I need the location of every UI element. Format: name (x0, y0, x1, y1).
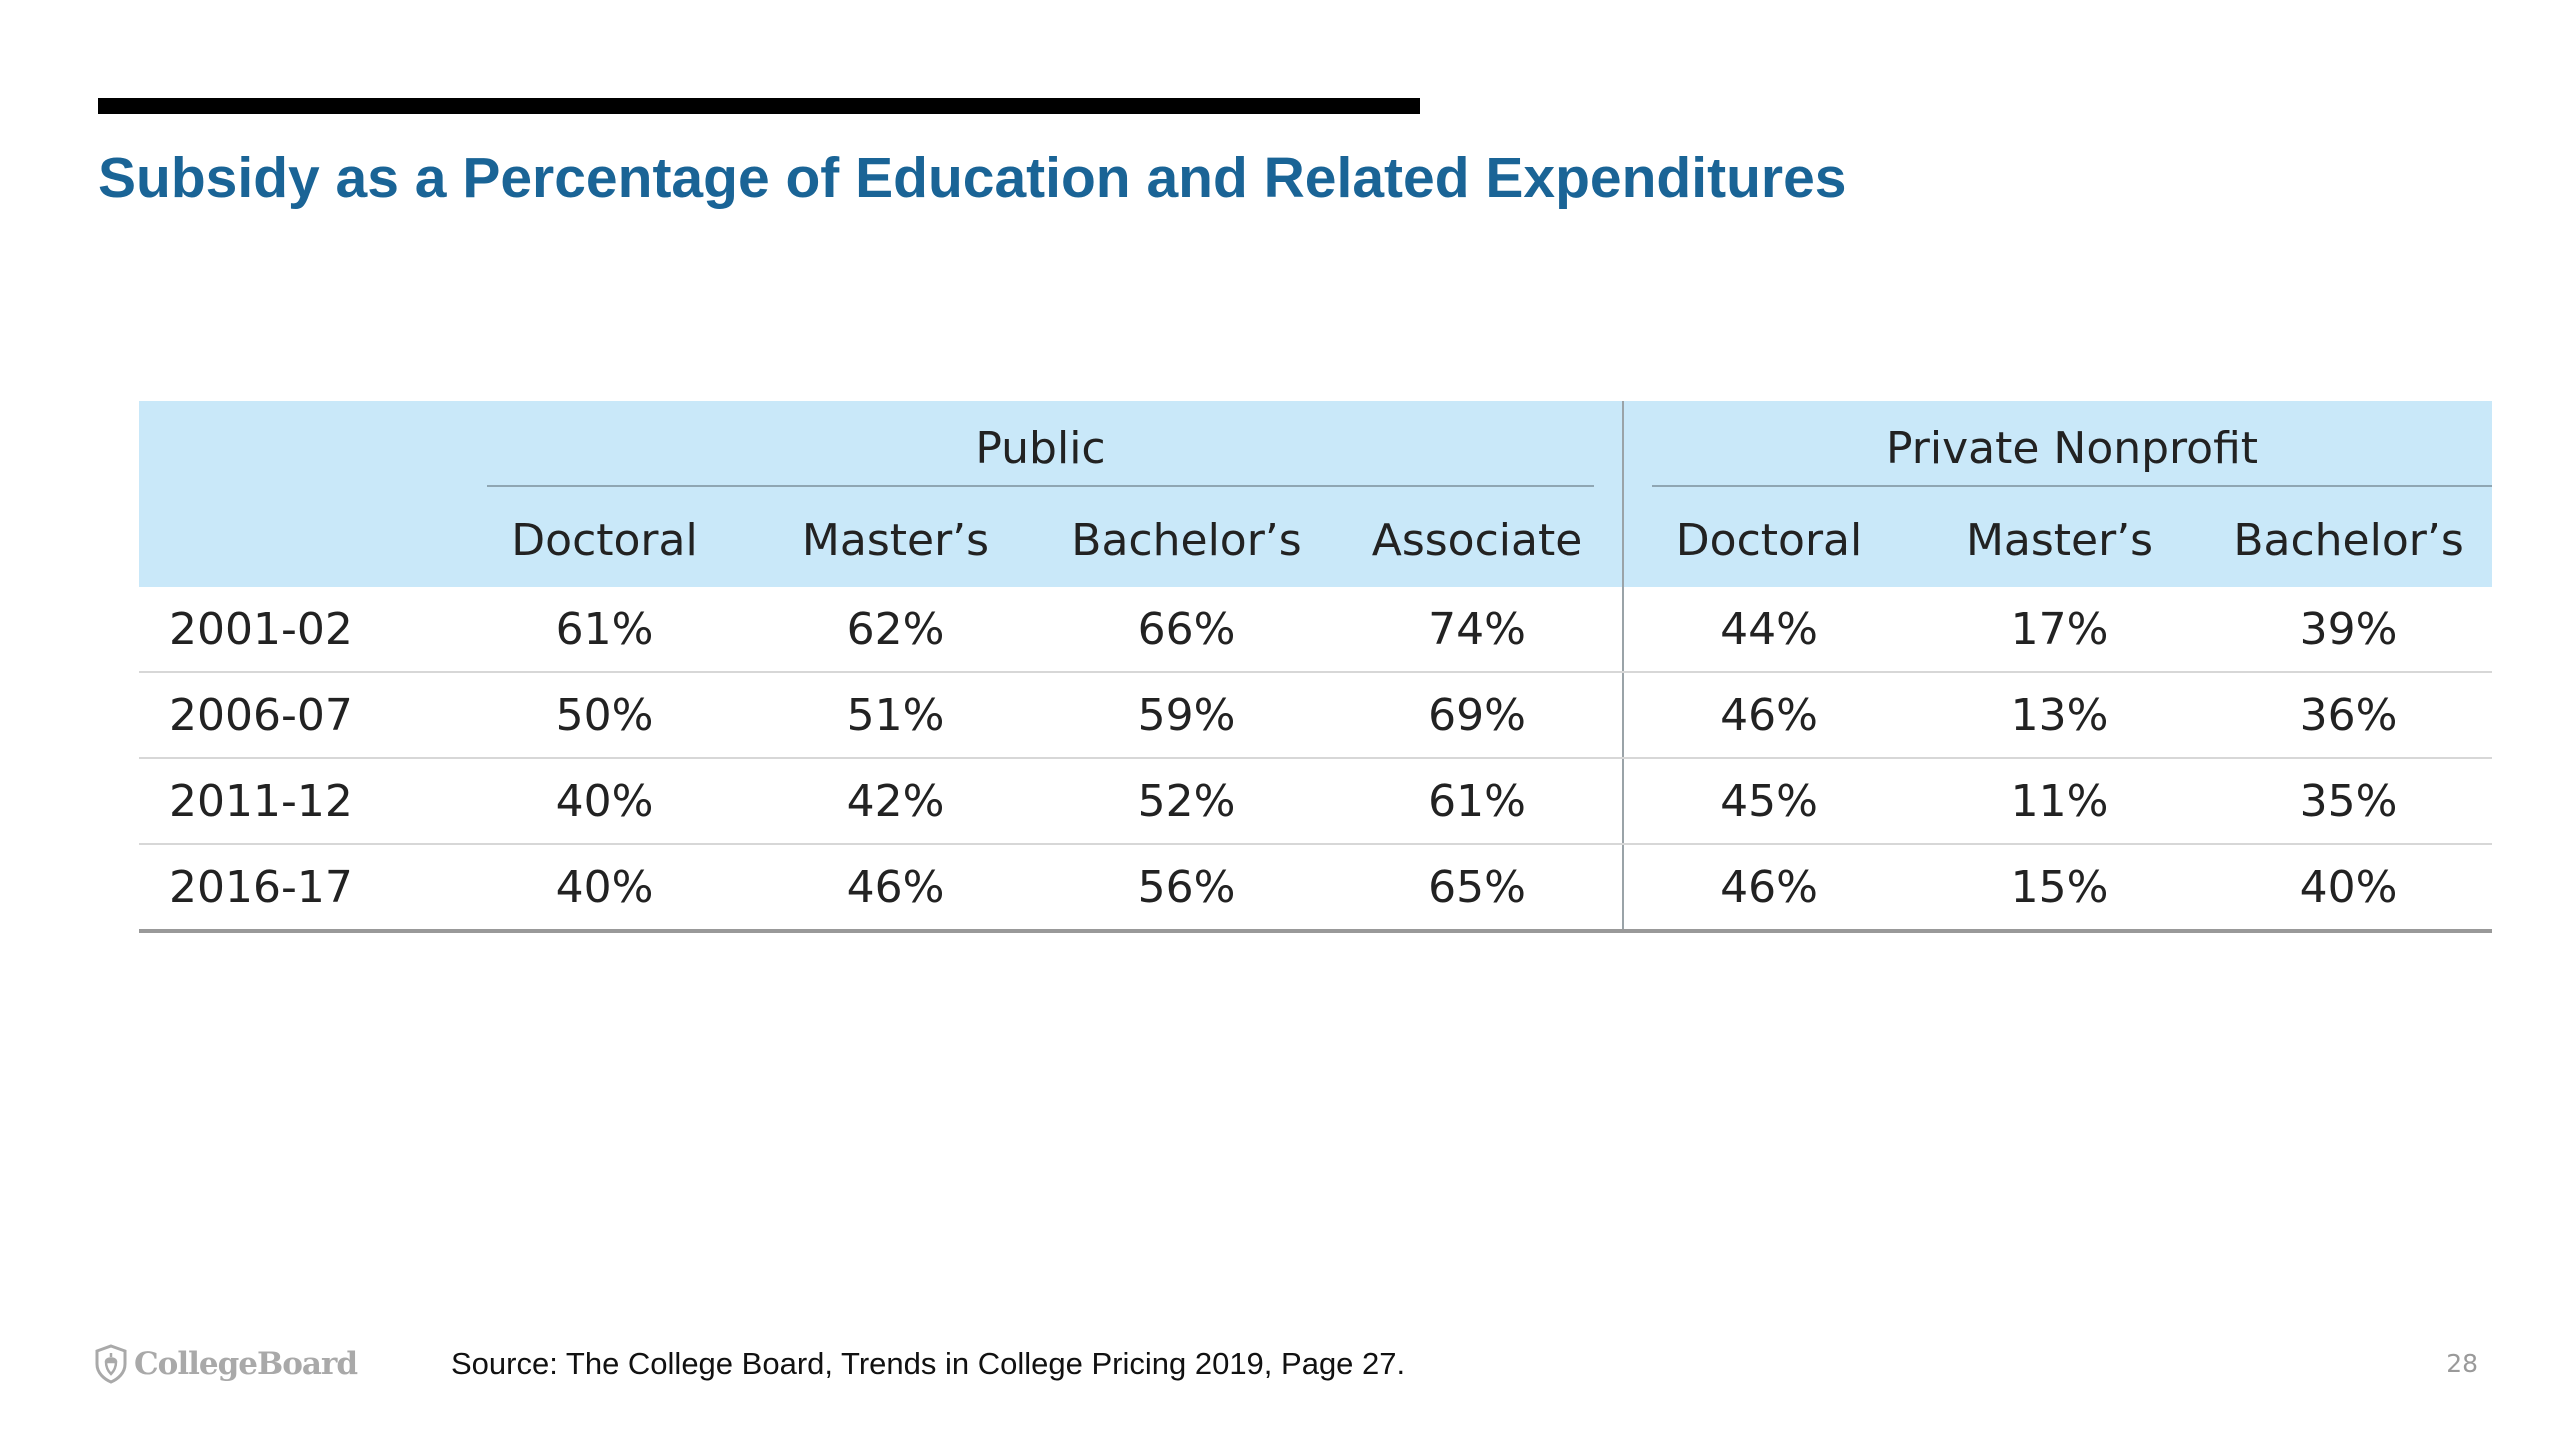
column-header-private-masters: Master’s (1914, 494, 2206, 587)
column-header-private-bachelors: Bachelor’s (2205, 494, 2493, 587)
cell-private-doctoral: 44% (1622, 587, 1915, 673)
group-label-private-nonprofit: Private Nonprofit (1652, 409, 2493, 487)
cell-private-doctoral: 45% (1622, 758, 1915, 845)
source-note: Source: The College Board, Trends in Col… (451, 1346, 1406, 1381)
table-row: 2001-02 61% 62% 66% 74% 44% 17% 39% (139, 587, 2493, 673)
table-header: Public Private Nonprofit Doctoral Master… (139, 401, 2493, 587)
cell-public-associate: 61% (1332, 758, 1624, 845)
cell-public-bachelors: 59% (1041, 672, 1332, 759)
cell-private-bachelors: 35% (2205, 758, 2493, 845)
cell-private-masters: 17% (1914, 587, 2206, 673)
row-year: 2001-02 (139, 587, 459, 673)
table-row: 2016-17 40% 46% 56% 65% 46% 15% 40% (139, 844, 2493, 933)
collegeboard-logo: CollegeBoard (94, 1342, 358, 1386)
subsidy-table-container: Public Private Nonprofit Doctoral Master… (139, 401, 2493, 933)
slide-title: Subsidy as a Percentage of Education and… (98, 146, 1847, 210)
cell-private-doctoral: 46% (1622, 844, 1915, 933)
page-number: 28 (2446, 1349, 2478, 1378)
cell-private-doctoral: 46% (1622, 672, 1915, 759)
cell-private-masters: 15% (1914, 844, 2206, 933)
cell-private-bachelors: 36% (2205, 672, 2493, 759)
cell-public-masters: 62% (750, 587, 1041, 673)
logo-wordmark: CollegeBoard (134, 1346, 358, 1382)
column-header-public-doctoral: Doctoral (459, 494, 750, 587)
column-header-row: Doctoral Master’s Bachelor’s Associate D… (139, 494, 2493, 587)
column-header-public-bachelors: Bachelor’s (1041, 494, 1332, 587)
group-label-public: Public (487, 409, 1595, 487)
cell-public-masters: 46% (750, 844, 1041, 933)
cell-private-masters: 13% (1914, 672, 2206, 759)
table-row: 2011-12 40% 42% 52% 61% 45% 11% 35% (139, 758, 2493, 845)
column-header-public-associate: Associate (1332, 494, 1624, 587)
cell-public-doctoral: 40% (459, 844, 750, 933)
cell-public-bachelors: 66% (1041, 587, 1332, 673)
row-year: 2016-17 (139, 844, 459, 933)
column-header-private-doctoral: Doctoral (1622, 494, 1915, 587)
cell-public-doctoral: 61% (459, 587, 750, 673)
table-body: 2001-02 61% 62% 66% 74% 44% 17% 39% 2006… (139, 587, 2493, 933)
shield-acorn-icon (94, 1344, 128, 1384)
cell-public-masters: 51% (750, 672, 1041, 759)
cell-private-masters: 11% (1914, 758, 2206, 845)
cell-public-masters: 42% (750, 758, 1041, 845)
title-top-rule (98, 98, 1420, 114)
group-header-row: Public Private Nonprofit (139, 401, 2493, 494)
cell-public-associate: 69% (1332, 672, 1624, 759)
column-header-public-masters: Master’s (750, 494, 1041, 587)
group-header-public: Public (459, 401, 1624, 494)
corner-cell (139, 401, 459, 494)
corner-cell-lower (139, 494, 459, 587)
cell-public-doctoral: 50% (459, 672, 750, 759)
group-header-private-nonprofit: Private Nonprofit (1622, 401, 2493, 494)
cell-public-bachelors: 56% (1041, 844, 1332, 933)
subsidy-table: Public Private Nonprofit Doctoral Master… (139, 401, 2493, 933)
cell-private-bachelors: 39% (2205, 587, 2493, 673)
cell-public-associate: 74% (1332, 587, 1624, 673)
table-row: 2006-07 50% 51% 59% 69% 46% 13% 36% (139, 672, 2493, 759)
cell-public-associate: 65% (1332, 844, 1624, 933)
cell-public-bachelors: 52% (1041, 758, 1332, 845)
row-year: 2011-12 (139, 758, 459, 845)
cell-public-doctoral: 40% (459, 758, 750, 845)
cell-private-bachelors: 40% (2205, 844, 2493, 933)
row-year: 2006-07 (139, 672, 459, 759)
